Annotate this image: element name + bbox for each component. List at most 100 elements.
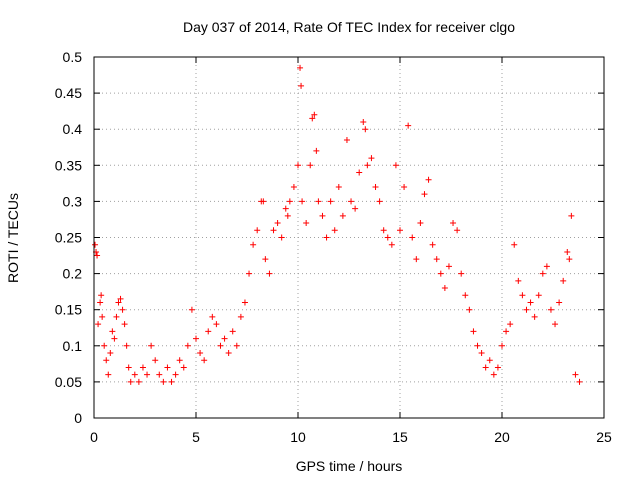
data-point (421, 191, 428, 198)
data-point (97, 299, 104, 306)
data-point (313, 147, 320, 154)
data-point (547, 306, 554, 313)
data-point (266, 270, 273, 277)
chart-title: Day 037 of 2014, Rate Of TEC Index for r… (183, 19, 515, 35)
data-point (417, 220, 424, 227)
y-tick-label: 0.2 (63, 266, 83, 282)
axis-ticks: 0 5 10 15 20 25 0 0.05 0.1 0.15 0.2 0.25 0.3 0.35 0.4 0… (55, 49, 612, 445)
data-point (309, 115, 316, 122)
x-tick-label: 10 (290, 429, 306, 445)
data-point (376, 198, 383, 205)
data-point (295, 162, 301, 169)
data-point (380, 227, 387, 234)
data-point (95, 321, 102, 328)
data-point (274, 220, 281, 227)
data-point (144, 371, 151, 378)
data-point (462, 292, 469, 299)
y-tick-label: 0.25 (55, 230, 82, 246)
data-point (250, 241, 257, 248)
y-tick-label: 0.3 (63, 193, 83, 209)
data-point (437, 270, 444, 277)
y-tick-label: 0.45 (55, 85, 82, 101)
data-point (486, 357, 493, 364)
data-point (168, 378, 175, 385)
data-point (523, 306, 530, 313)
data-point (360, 118, 367, 125)
data-point (115, 299, 122, 306)
data-point (148, 342, 155, 349)
data-point (160, 378, 167, 385)
data-point (535, 292, 542, 299)
data-point (193, 335, 199, 342)
data-point (560, 277, 567, 284)
data-point (372, 183, 379, 190)
data-point (205, 328, 212, 335)
data-point (127, 378, 134, 385)
x-tick-label: 25 (596, 429, 612, 445)
data-point (527, 299, 534, 306)
data-point (482, 364, 489, 371)
data-point (197, 350, 204, 357)
data-point (474, 342, 481, 349)
data-point (543, 263, 550, 270)
data-point (362, 126, 369, 133)
data-point (299, 198, 306, 205)
data-point (388, 241, 395, 248)
data-point (217, 342, 224, 349)
data-point (119, 306, 126, 313)
data-point (270, 227, 277, 234)
data-point (572, 371, 579, 378)
data-point (164, 364, 171, 371)
data-point (519, 292, 526, 299)
data-point (254, 227, 261, 234)
data-point (397, 227, 403, 234)
data-point (478, 350, 485, 357)
data-point (470, 328, 477, 335)
data-point (290, 183, 297, 190)
y-tick-label: 0.1 (63, 338, 83, 354)
x-tick-label: 0 (90, 429, 98, 445)
x-tick-label: 20 (494, 429, 510, 445)
data-point (576, 378, 583, 385)
data-point (384, 234, 391, 241)
data-point (352, 205, 359, 212)
y-axis-label: ROTI / TECUs (5, 193, 21, 283)
data-point (262, 256, 269, 263)
data-point (121, 321, 128, 328)
data-point (503, 328, 510, 335)
data-point (458, 270, 465, 277)
data-point (117, 295, 124, 302)
data-point (284, 212, 291, 219)
data-point (286, 198, 293, 205)
data-point (323, 234, 330, 241)
data-point (356, 169, 363, 176)
data-point (552, 321, 559, 328)
data-point (454, 227, 461, 234)
data-point (113, 313, 120, 320)
data-point (413, 256, 420, 263)
data-point (152, 357, 159, 364)
data-point (343, 137, 350, 144)
data-point (564, 248, 571, 255)
data-point (209, 313, 216, 320)
data-point (499, 342, 505, 349)
data-point (282, 205, 289, 212)
data-point (201, 357, 208, 364)
data-point (425, 176, 432, 183)
data-point (429, 241, 436, 248)
data-point (401, 183, 408, 190)
data-point (409, 234, 416, 241)
data-point (297, 64, 304, 71)
y-tick-label: 0.5 (63, 49, 83, 65)
x-tick-label: 15 (392, 429, 408, 445)
data-point (103, 357, 110, 364)
data-point (188, 306, 195, 313)
data-point (298, 82, 305, 89)
y-tick-label: 0.4 (63, 121, 83, 137)
data-point (307, 162, 314, 169)
data-point (172, 371, 179, 378)
data-point (368, 155, 375, 162)
data-point (156, 371, 163, 378)
data-point (450, 220, 457, 227)
